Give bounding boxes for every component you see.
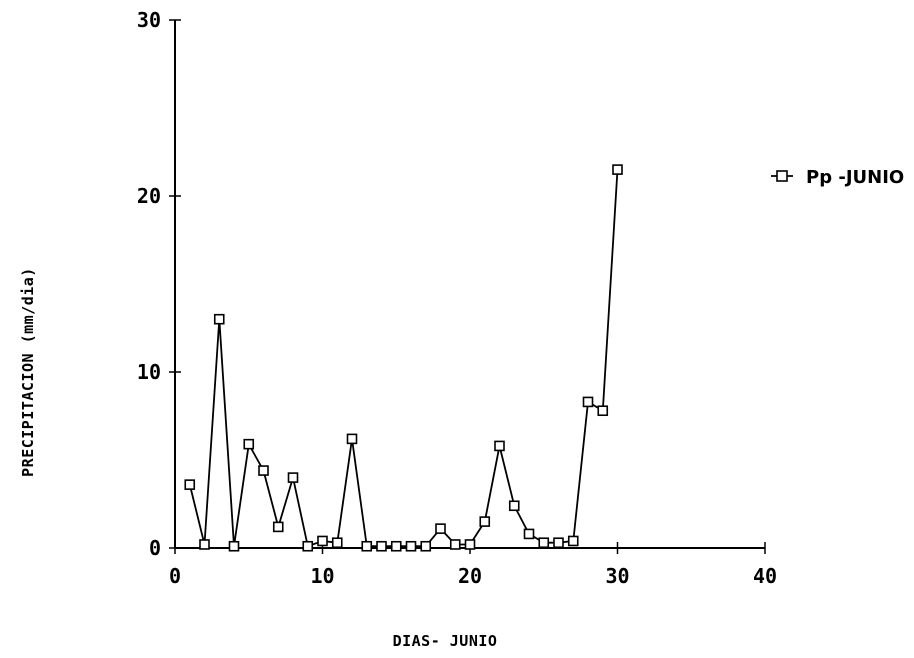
x-tick-label: 20 <box>458 564 482 588</box>
data-point <box>184 479 196 490</box>
data-point <box>597 405 609 417</box>
data-point <box>449 539 461 550</box>
data-point <box>376 540 387 552</box>
data-point <box>361 540 373 552</box>
data-point <box>612 164 623 175</box>
y-tick-label: 0 <box>149 536 161 560</box>
y-tick-label: 20 <box>137 184 161 208</box>
legend: Pp -JUNIO <box>771 167 904 188</box>
data-point <box>523 528 535 540</box>
data-point <box>331 537 343 549</box>
data-point <box>228 540 240 552</box>
data-point <box>405 540 417 552</box>
series-markers <box>184 164 623 552</box>
series-line-pp-junio <box>188 169 619 548</box>
x-tick-label: 40 <box>753 564 777 588</box>
data-point <box>479 516 491 527</box>
data-point <box>567 535 579 547</box>
y-ticks: 0 10 20 30 <box>137 8 181 560</box>
data-point <box>287 472 299 483</box>
data-point <box>213 313 225 325</box>
x-tick-label: 0 <box>169 564 181 588</box>
x-tick-label: 30 <box>605 564 629 588</box>
data-point <box>582 396 594 408</box>
x-ticks: 0 10 20 30 40 <box>169 542 777 588</box>
x-axis-label: DIAS- JUNIO <box>393 632 498 650</box>
legend-marker <box>776 170 788 182</box>
data-point <box>494 440 505 452</box>
data-point <box>258 465 269 476</box>
x-tick-label: 10 <box>310 564 334 588</box>
data-point <box>272 521 284 533</box>
y-tick-label: 10 <box>137 360 161 384</box>
y-tick-label: 30 <box>137 8 161 32</box>
plot-area: 0 10 20 30 40 0 10 20 30 <box>137 8 777 588</box>
data-point <box>435 523 446 534</box>
data-point <box>346 433 358 445</box>
data-point <box>553 537 564 549</box>
data-point <box>302 540 314 552</box>
data-point <box>317 535 328 547</box>
data-point <box>390 540 402 552</box>
legend-label-pp-junio: Pp -JUNIO <box>806 167 904 188</box>
data-point <box>420 540 432 552</box>
data-point <box>538 537 550 549</box>
y-axis-label: PRECIPITACION (mm/dia) <box>19 267 37 477</box>
data-point <box>464 539 476 550</box>
data-point <box>199 539 210 550</box>
data-point <box>508 500 520 512</box>
data-point <box>243 438 255 450</box>
